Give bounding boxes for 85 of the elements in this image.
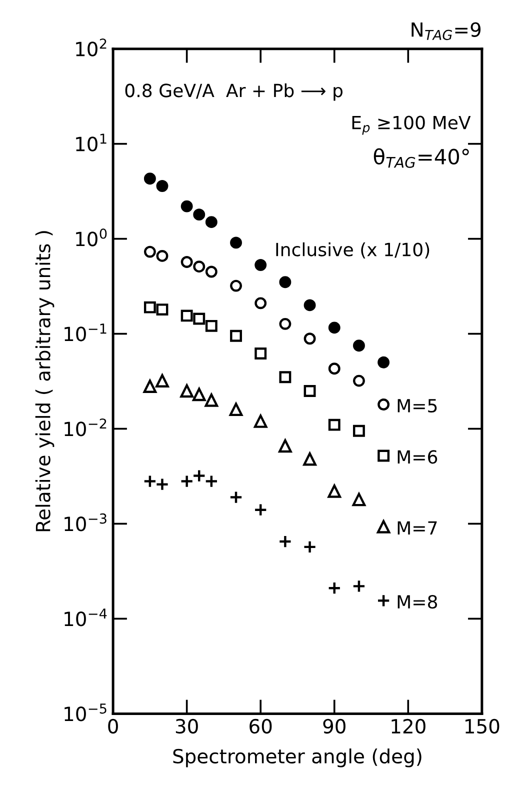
point: [304, 385, 316, 397]
point: [254, 259, 267, 271]
point: [204, 474, 218, 488]
point: [180, 200, 193, 212]
point: [192, 388, 206, 402]
y-tick-label: 10$^{−4}$: [64, 608, 107, 626]
point: [279, 276, 292, 288]
point: [144, 246, 156, 258]
point: [143, 380, 157, 393]
x-tick-label: 0: [108, 718, 118, 734]
x-tick-label: 30: [176, 718, 198, 734]
series-label: M=5: [398, 399, 437, 413]
point: [180, 384, 194, 398]
point: [378, 356, 390, 368]
annotation: θ$_{TAG}$=40°: [374, 148, 469, 168]
point: [230, 330, 242, 342]
point: [254, 414, 268, 428]
point: [278, 439, 292, 453]
point: [303, 540, 316, 554]
point: [143, 474, 157, 488]
point: [328, 418, 340, 431]
series-label: M=6: [398, 450, 438, 464]
point: [230, 280, 242, 292]
point: [303, 452, 316, 466]
point: [254, 297, 267, 310]
point: [328, 581, 342, 595]
point: [156, 478, 169, 491]
y-tick-label: 10$^{−5}$: [64, 704, 106, 722]
point: [193, 312, 206, 325]
point: [352, 580, 366, 593]
point: [144, 301, 156, 314]
point: [144, 172, 156, 185]
y-tick-label: 10$^{2}$: [76, 38, 106, 56]
y-axis-title: Relative yield ( arbitrary units ): [35, 231, 54, 532]
point: [254, 503, 268, 517]
y-tick-label: 10$^{0}$: [76, 228, 107, 246]
point: [230, 236, 242, 249]
point: [353, 340, 365, 352]
point: [328, 362, 340, 375]
point: [156, 304, 168, 316]
legend-label: M=7: [398, 521, 437, 534]
y-tick-label: 10$^{−1}$: [64, 324, 106, 342]
annotation: 0.8 GeV/A Ar + Pb ⟶ p: [125, 83, 343, 101]
point: [304, 332, 316, 345]
point: [205, 320, 218, 332]
point: [205, 216, 218, 228]
point: [229, 402, 243, 416]
point: [193, 208, 206, 221]
point: [376, 520, 390, 534]
annotation: E$_{p}$ ≥100 MeV: [352, 116, 471, 135]
x-tick-label: 150: [466, 718, 500, 734]
point: [192, 469, 206, 482]
y-tick-label: 10$^{−3}$: [64, 513, 106, 532]
point: [180, 256, 193, 268]
point: [278, 534, 292, 548]
y-tick-label: 10$^{−2}$: [64, 418, 106, 436]
point: [180, 474, 194, 488]
point: [204, 394, 218, 407]
point: [376, 594, 390, 608]
point: [353, 374, 365, 387]
point: [156, 180, 168, 192]
point: [254, 348, 267, 360]
point: [205, 266, 218, 278]
point: [279, 371, 292, 384]
point: [156, 250, 168, 262]
point: [328, 484, 342, 498]
point: [180, 310, 193, 322]
legend-label: Inclusive (x 1/10): [276, 242, 430, 258]
text: N$_{TAG}$=9: [412, 22, 481, 40]
point: [378, 450, 390, 462]
point: [353, 424, 365, 437]
x-tick-label: 90: [323, 718, 346, 734]
point: [156, 374, 169, 388]
point: [352, 492, 366, 506]
point: [378, 398, 390, 410]
point: [304, 299, 316, 312]
x-tick-label: 120: [392, 718, 426, 734]
x-axis-title: Spectrometer angle (deg): [173, 748, 422, 768]
point: [229, 490, 243, 504]
series-label: M=8: [398, 595, 438, 609]
point: [193, 260, 206, 273]
point: [328, 322, 340, 334]
x-tick-label: 60: [250, 718, 272, 734]
y-tick-label: 10$^{1}$: [76, 134, 106, 152]
point: [279, 318, 292, 330]
